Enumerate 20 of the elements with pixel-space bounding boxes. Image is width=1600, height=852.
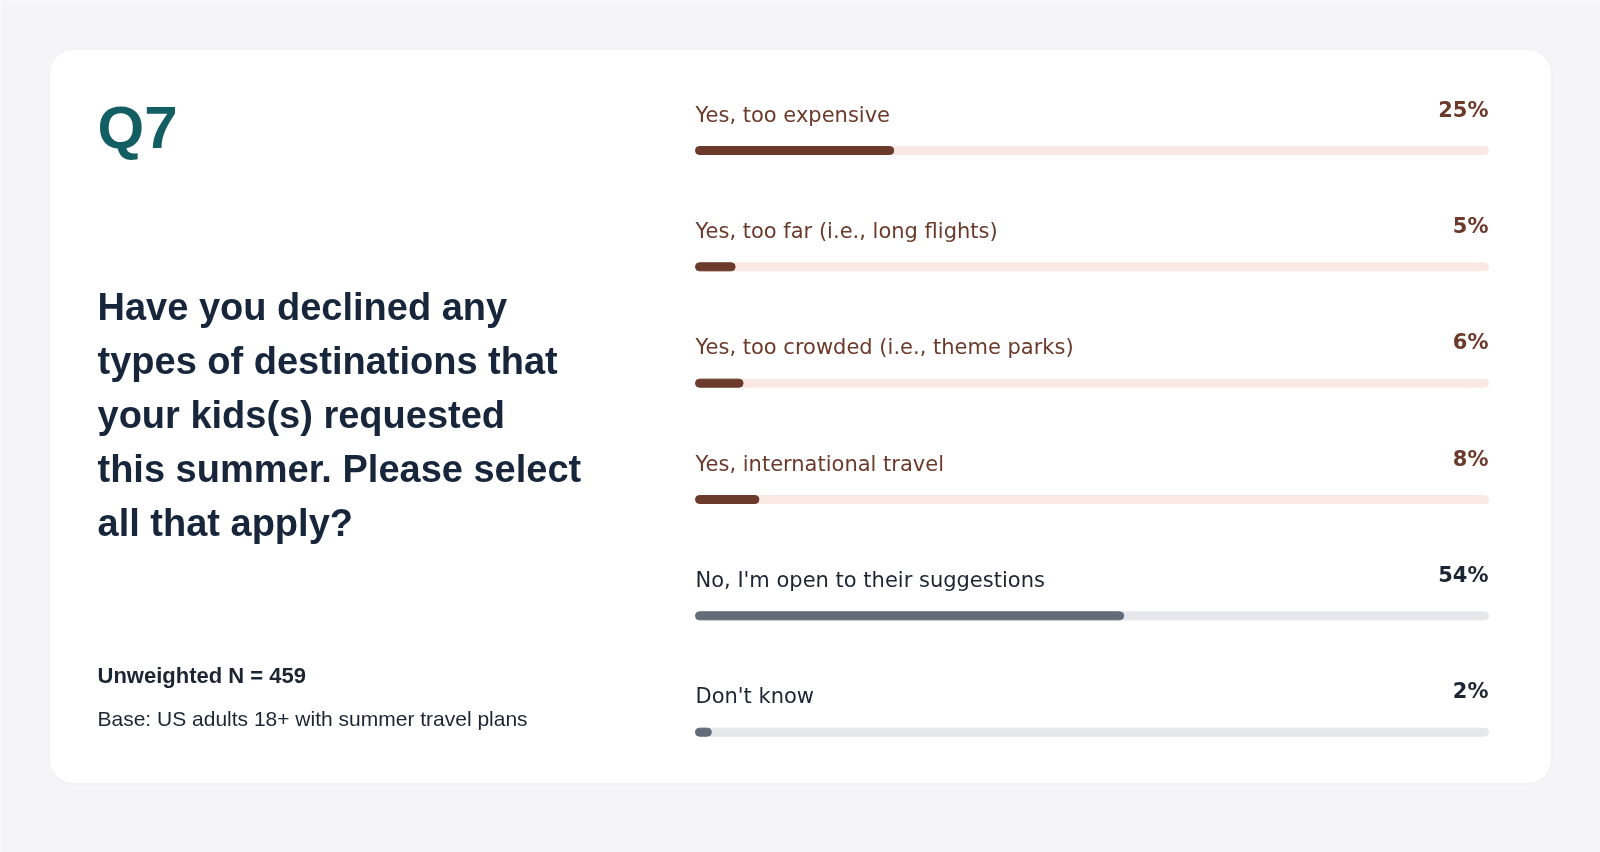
- data-label: 25%: [1438, 97, 1489, 122]
- y-tick-label: Yes, too far (i.e., long flights): [694, 218, 998, 243]
- text: Have you declined any types of destinations that your kids(s) requested this summer. Please select all that apply?: [97, 285, 582, 544]
- data-label: 8%: [1452, 446, 1489, 471]
- text: Unweighted N = 459: [97, 663, 306, 688]
- bar: [695, 262, 736, 272]
- text: Base: US adults 18+ with summer travel plans: [97, 707, 528, 730]
- bar: [695, 146, 895, 155]
- y-tick-label: No, I'm open to their suggestions: [695, 567, 1045, 592]
- data-label: 5%: [1452, 213, 1489, 238]
- y-tick-label: Yes, international travel: [694, 451, 945, 476]
- data-label: 54%: [1438, 562, 1489, 587]
- text: Q7: [97, 94, 178, 161]
- bar: [695, 495, 760, 504]
- y-tick-label: Yes, too expensive: [694, 102, 891, 127]
- data-label: 2%: [1452, 679, 1489, 704]
- y-tick-label: Yes, too crowded (i.e., theme parks): [694, 335, 1074, 360]
- y-tick-label: Don't know: [695, 684, 815, 709]
- bar: [695, 378, 744, 388]
- data-label: 6%: [1452, 330, 1489, 355]
